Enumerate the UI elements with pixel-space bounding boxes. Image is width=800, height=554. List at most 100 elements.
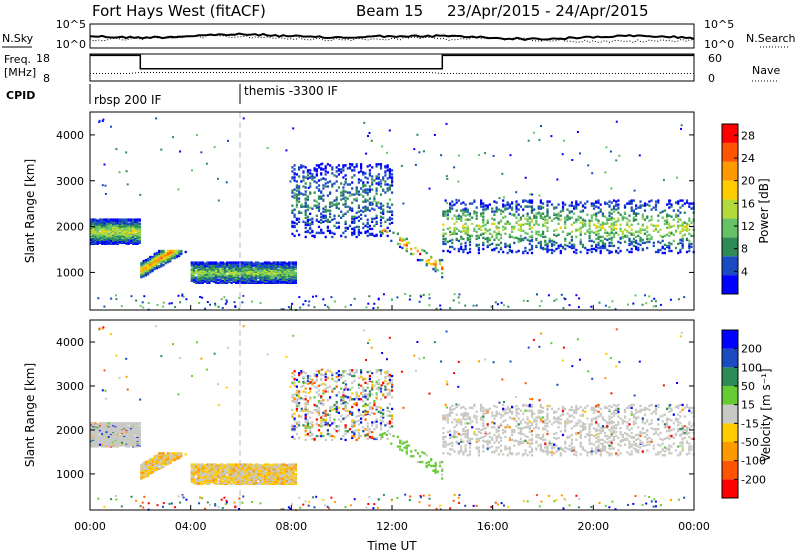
power-cell xyxy=(320,172,323,175)
power-cell xyxy=(331,183,334,186)
power-cell xyxy=(366,188,369,191)
power-cell xyxy=(107,232,110,235)
velocity-cell xyxy=(230,473,233,476)
power-cell xyxy=(575,200,578,203)
velocity-cell xyxy=(105,443,108,446)
power-cell xyxy=(499,219,503,222)
power-cell xyxy=(557,214,560,217)
power-cell xyxy=(90,238,93,241)
power-cell xyxy=(546,242,549,246)
power-cell xyxy=(370,139,373,142)
power-cell xyxy=(309,231,312,235)
power-cell xyxy=(195,269,198,272)
power-cell xyxy=(295,184,298,187)
power-cell xyxy=(482,232,485,235)
power-cell xyxy=(555,206,558,209)
power-cell xyxy=(144,272,147,275)
power-cell xyxy=(597,246,600,250)
power-cell xyxy=(542,246,545,250)
velocity-cell xyxy=(197,463,200,466)
power-cell xyxy=(103,163,106,166)
velocity-heatmap-cells xyxy=(90,325,695,512)
power-cell xyxy=(621,230,624,233)
power-cell xyxy=(542,206,545,209)
power-cell xyxy=(575,220,578,223)
power-cell xyxy=(488,228,491,231)
power-cell xyxy=(103,226,106,229)
power-cell xyxy=(494,301,497,304)
power-cell xyxy=(153,262,156,266)
power-cell xyxy=(632,244,635,248)
power-cell xyxy=(666,220,669,223)
power-cell xyxy=(496,303,499,306)
velocity-cell xyxy=(153,460,156,464)
power-cell xyxy=(364,176,367,179)
power-cell xyxy=(353,166,356,169)
power-cell xyxy=(215,279,218,282)
power-cell xyxy=(641,217,644,220)
power-cell xyxy=(105,237,108,240)
power-cell xyxy=(353,297,356,300)
power-cell xyxy=(639,200,642,203)
power-cell xyxy=(517,223,520,226)
power-cell xyxy=(568,241,571,245)
power-cell xyxy=(606,231,609,234)
power-cell xyxy=(379,205,383,208)
power-cell xyxy=(364,200,367,203)
power-cell xyxy=(643,209,647,212)
freq-panel: 18 8 Freq. [MHz] 60 0 Nave xyxy=(4,52,780,85)
velocity-cell xyxy=(263,477,266,481)
power-cell xyxy=(663,243,666,247)
power-cell xyxy=(475,224,478,227)
power-cell xyxy=(557,244,560,248)
power-cell xyxy=(344,190,347,193)
power-cell xyxy=(324,214,327,217)
power-cell xyxy=(679,230,682,233)
power-cell xyxy=(144,262,147,266)
power-cell xyxy=(464,231,467,234)
power-cell xyxy=(535,232,538,235)
power-cell xyxy=(335,166,338,169)
power-cell xyxy=(382,210,385,213)
power-cell xyxy=(617,217,620,220)
power-cell xyxy=(446,249,449,253)
power-cell xyxy=(279,274,282,277)
power-cell xyxy=(322,194,325,197)
power-cell xyxy=(360,187,363,190)
power-cell xyxy=(630,206,633,209)
power-cell xyxy=(153,252,156,256)
power-cell xyxy=(232,265,235,268)
power-cell xyxy=(458,301,461,304)
power-cell xyxy=(612,221,616,224)
velocity-cell xyxy=(98,431,102,435)
velocity-cell xyxy=(125,437,128,440)
power-cell xyxy=(140,261,143,265)
power-cell xyxy=(375,182,378,185)
power-cell xyxy=(676,176,678,179)
power-cell xyxy=(528,239,531,243)
velocity-cell xyxy=(190,469,193,472)
power-cell xyxy=(561,201,565,204)
power-cell xyxy=(101,120,104,122)
power-cell xyxy=(688,223,691,226)
power-cell xyxy=(324,173,327,176)
velocity-cell xyxy=(151,458,154,461)
power-cell xyxy=(192,274,196,277)
velocity-cell xyxy=(114,443,117,446)
power-cell xyxy=(632,302,635,305)
power-cell xyxy=(559,251,562,255)
power-cell xyxy=(288,274,291,277)
velocity-cell xyxy=(96,438,99,441)
power-cell xyxy=(637,234,640,238)
velocity-cell xyxy=(125,422,128,425)
power-cell xyxy=(125,170,128,173)
power-cell xyxy=(648,200,651,203)
power-cell xyxy=(219,261,222,264)
power-cell xyxy=(259,267,262,270)
power-cell xyxy=(484,227,487,230)
power-heatmap-cells xyxy=(90,117,695,311)
power-cell xyxy=(237,267,240,270)
power-cell xyxy=(480,199,483,202)
power-cell xyxy=(94,236,97,239)
